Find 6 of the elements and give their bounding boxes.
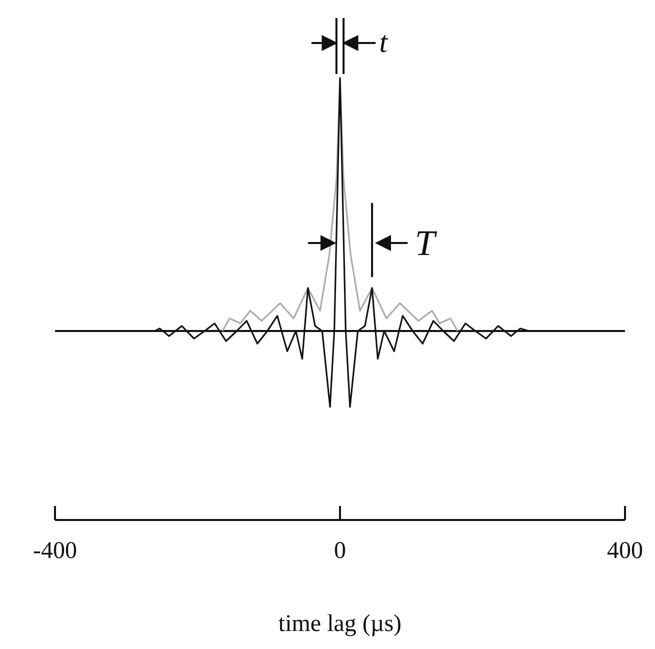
annotation: T — [414, 223, 438, 263]
x-tick-label: -400 — [33, 538, 77, 564]
text: t — [379, 26, 388, 59]
x-axis-title: time lag (µs) — [278, 611, 402, 637]
x-tick-label: 400 — [607, 538, 643, 564]
x-tick-label: 0 — [334, 538, 346, 564]
